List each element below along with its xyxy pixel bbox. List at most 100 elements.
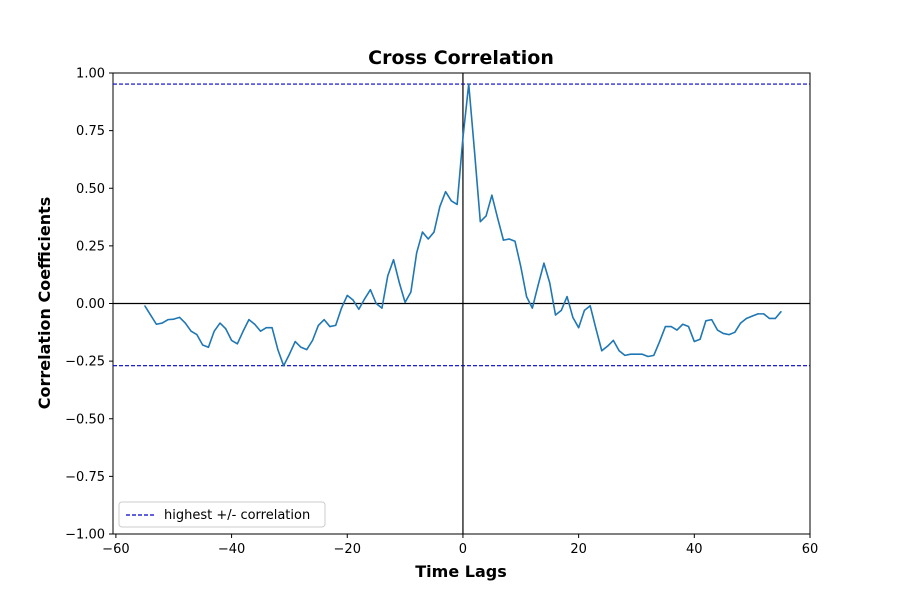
data-point [173, 318, 175, 320]
data-point [502, 239, 505, 241]
data-point [225, 328, 227, 330]
data-point [531, 307, 533, 309]
data-point [618, 350, 620, 352]
data-point [485, 215, 487, 217]
data-point [230, 339, 233, 341]
data-point [155, 323, 157, 325]
data-point [693, 340, 695, 343]
data-point [387, 275, 389, 277]
y-tick-label: 0.50 [76, 182, 105, 197]
data-point [670, 325, 672, 328]
data-point [659, 340, 661, 343]
legend-box [118, 501, 326, 528]
data-point [606, 345, 609, 347]
data-point [207, 346, 210, 348]
chart-title: Cross Correlation [368, 47, 554, 69]
data-point [358, 308, 360, 310]
data-point [184, 322, 186, 324]
data-point [641, 353, 643, 355]
data-point [497, 217, 499, 219]
x-tick-label: 20 [570, 542, 587, 557]
data-point [601, 350, 603, 352]
data-point [444, 191, 447, 193]
data-point [734, 331, 736, 333]
data-point [317, 324, 319, 326]
data-point [705, 320, 707, 322]
data-point [473, 150, 476, 152]
data-point [664, 325, 666, 328]
data-point [450, 200, 452, 202]
legend-label: highest +/- correlation [164, 508, 310, 523]
data-point [329, 325, 331, 328]
x-tick-label: 60 [802, 542, 819, 557]
data-point [635, 353, 638, 355]
data-point [416, 252, 418, 254]
y-tick-label: −1.00 [65, 528, 105, 543]
data-point [612, 339, 614, 341]
data-point [682, 323, 684, 325]
data-point [404, 301, 406, 303]
x-tick-label: 40 [686, 542, 703, 557]
data-point [780, 310, 782, 313]
data-point [462, 136, 464, 139]
y-tick-label: 1.00 [76, 67, 105, 82]
data-point [745, 317, 747, 320]
data-point [202, 344, 204, 346]
data-point [364, 298, 366, 300]
data-point [323, 319, 325, 321]
data-point [392, 259, 395, 261]
data-point [728, 334, 730, 336]
data-point [335, 324, 337, 326]
data-point [699, 338, 701, 340]
data-point [196, 334, 198, 336]
data-point [520, 266, 522, 268]
data-point [213, 330, 215, 332]
data-point [722, 332, 724, 335]
data-point [277, 349, 279, 351]
data-point [369, 289, 371, 291]
data-point [427, 238, 429, 240]
data-point [653, 354, 655, 356]
x-tick-label: 0 [459, 542, 467, 557]
data-point [560, 309, 562, 312]
data-point [479, 221, 481, 223]
x-axis-ticks: −60 −40 −20 0 20 40 60 [102, 534, 818, 557]
data-point [306, 349, 308, 351]
x-tick-label: −60 [102, 542, 129, 557]
data-point [525, 295, 528, 298]
y-axis-ticks: 1.00 0.75 0.50 0.25 0.00 −0.25 −0.50 −0.75 −1.00 [65, 67, 113, 543]
data-point [468, 83, 470, 85]
data-point [219, 322, 221, 324]
data-point [751, 315, 753, 317]
data-point [647, 355, 649, 358]
data-point [711, 319, 713, 321]
reference-lines [113, 73, 810, 534]
y-tick-label: −0.25 [65, 355, 105, 370]
y-tick-label: 0.25 [76, 239, 105, 254]
data-point [630, 353, 632, 355]
data-point [716, 329, 719, 331]
data-point [288, 353, 291, 355]
data-point [514, 240, 516, 242]
data-point [537, 284, 539, 286]
data-point [583, 309, 586, 312]
x-axis-label: Time Lags [415, 562, 506, 581]
data-point [283, 365, 285, 367]
series-group [144, 83, 782, 367]
x-tick-label: −40 [218, 542, 245, 557]
data-point [311, 339, 314, 341]
data-point [271, 327, 273, 329]
data-point [248, 319, 250, 321]
x-tick-label: −20 [334, 542, 361, 557]
y-tick-label: 0.00 [76, 297, 105, 312]
data-point [346, 294, 348, 297]
data-point [340, 307, 343, 309]
y-axis-label: Correlation Coefficients [35, 197, 54, 410]
data-point [161, 322, 163, 324]
data-point [167, 319, 169, 321]
data-point [687, 325, 690, 328]
data-point [144, 305, 146, 307]
data-point [150, 314, 152, 316]
data-point [554, 314, 557, 316]
